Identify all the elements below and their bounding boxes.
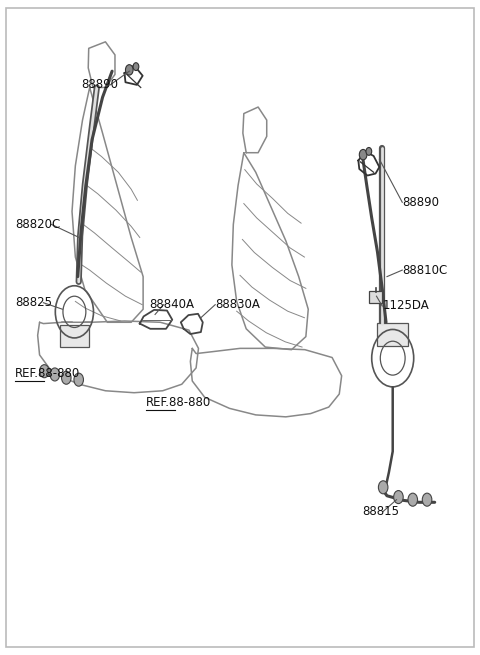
Text: 88820C: 88820C bbox=[16, 218, 61, 231]
Circle shape bbox=[378, 481, 388, 494]
Text: 88825: 88825 bbox=[15, 296, 52, 309]
Text: REF.88-880: REF.88-880 bbox=[145, 396, 211, 409]
Text: 88830A: 88830A bbox=[215, 298, 260, 311]
FancyBboxPatch shape bbox=[377, 323, 408, 346]
Text: 88840A: 88840A bbox=[149, 298, 194, 311]
Circle shape bbox=[408, 493, 418, 506]
FancyBboxPatch shape bbox=[60, 325, 89, 347]
Text: 88890: 88890 bbox=[402, 196, 439, 209]
Circle shape bbox=[50, 368, 60, 381]
Circle shape bbox=[61, 371, 71, 384]
Text: 88815: 88815 bbox=[362, 505, 399, 518]
Circle shape bbox=[366, 147, 372, 155]
Text: 88890: 88890 bbox=[82, 79, 119, 92]
Text: REF.88-880: REF.88-880 bbox=[15, 367, 80, 380]
Text: 1125DA: 1125DA bbox=[382, 299, 429, 312]
Circle shape bbox=[133, 63, 139, 71]
Circle shape bbox=[394, 491, 403, 504]
Text: 88810C: 88810C bbox=[402, 263, 447, 276]
Circle shape bbox=[74, 373, 84, 386]
Circle shape bbox=[422, 493, 432, 506]
Circle shape bbox=[39, 365, 49, 378]
FancyBboxPatch shape bbox=[369, 291, 382, 303]
Circle shape bbox=[360, 149, 367, 160]
Circle shape bbox=[125, 65, 133, 75]
